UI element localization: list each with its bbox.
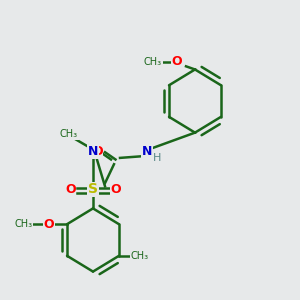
Text: N: N [88,145,98,158]
Text: N: N [142,145,152,158]
Text: CH₃: CH₃ [131,251,149,261]
Text: O: O [44,218,54,231]
Text: CH₃: CH₃ [144,57,162,67]
Text: CH₃: CH₃ [60,129,78,139]
Text: O: O [92,145,103,158]
Text: H: H [153,153,162,163]
Text: S: S [88,182,98,197]
Text: O: O [172,55,182,68]
Text: O: O [110,183,121,196]
Text: CH₃: CH₃ [14,219,33,229]
Text: O: O [65,183,76,196]
